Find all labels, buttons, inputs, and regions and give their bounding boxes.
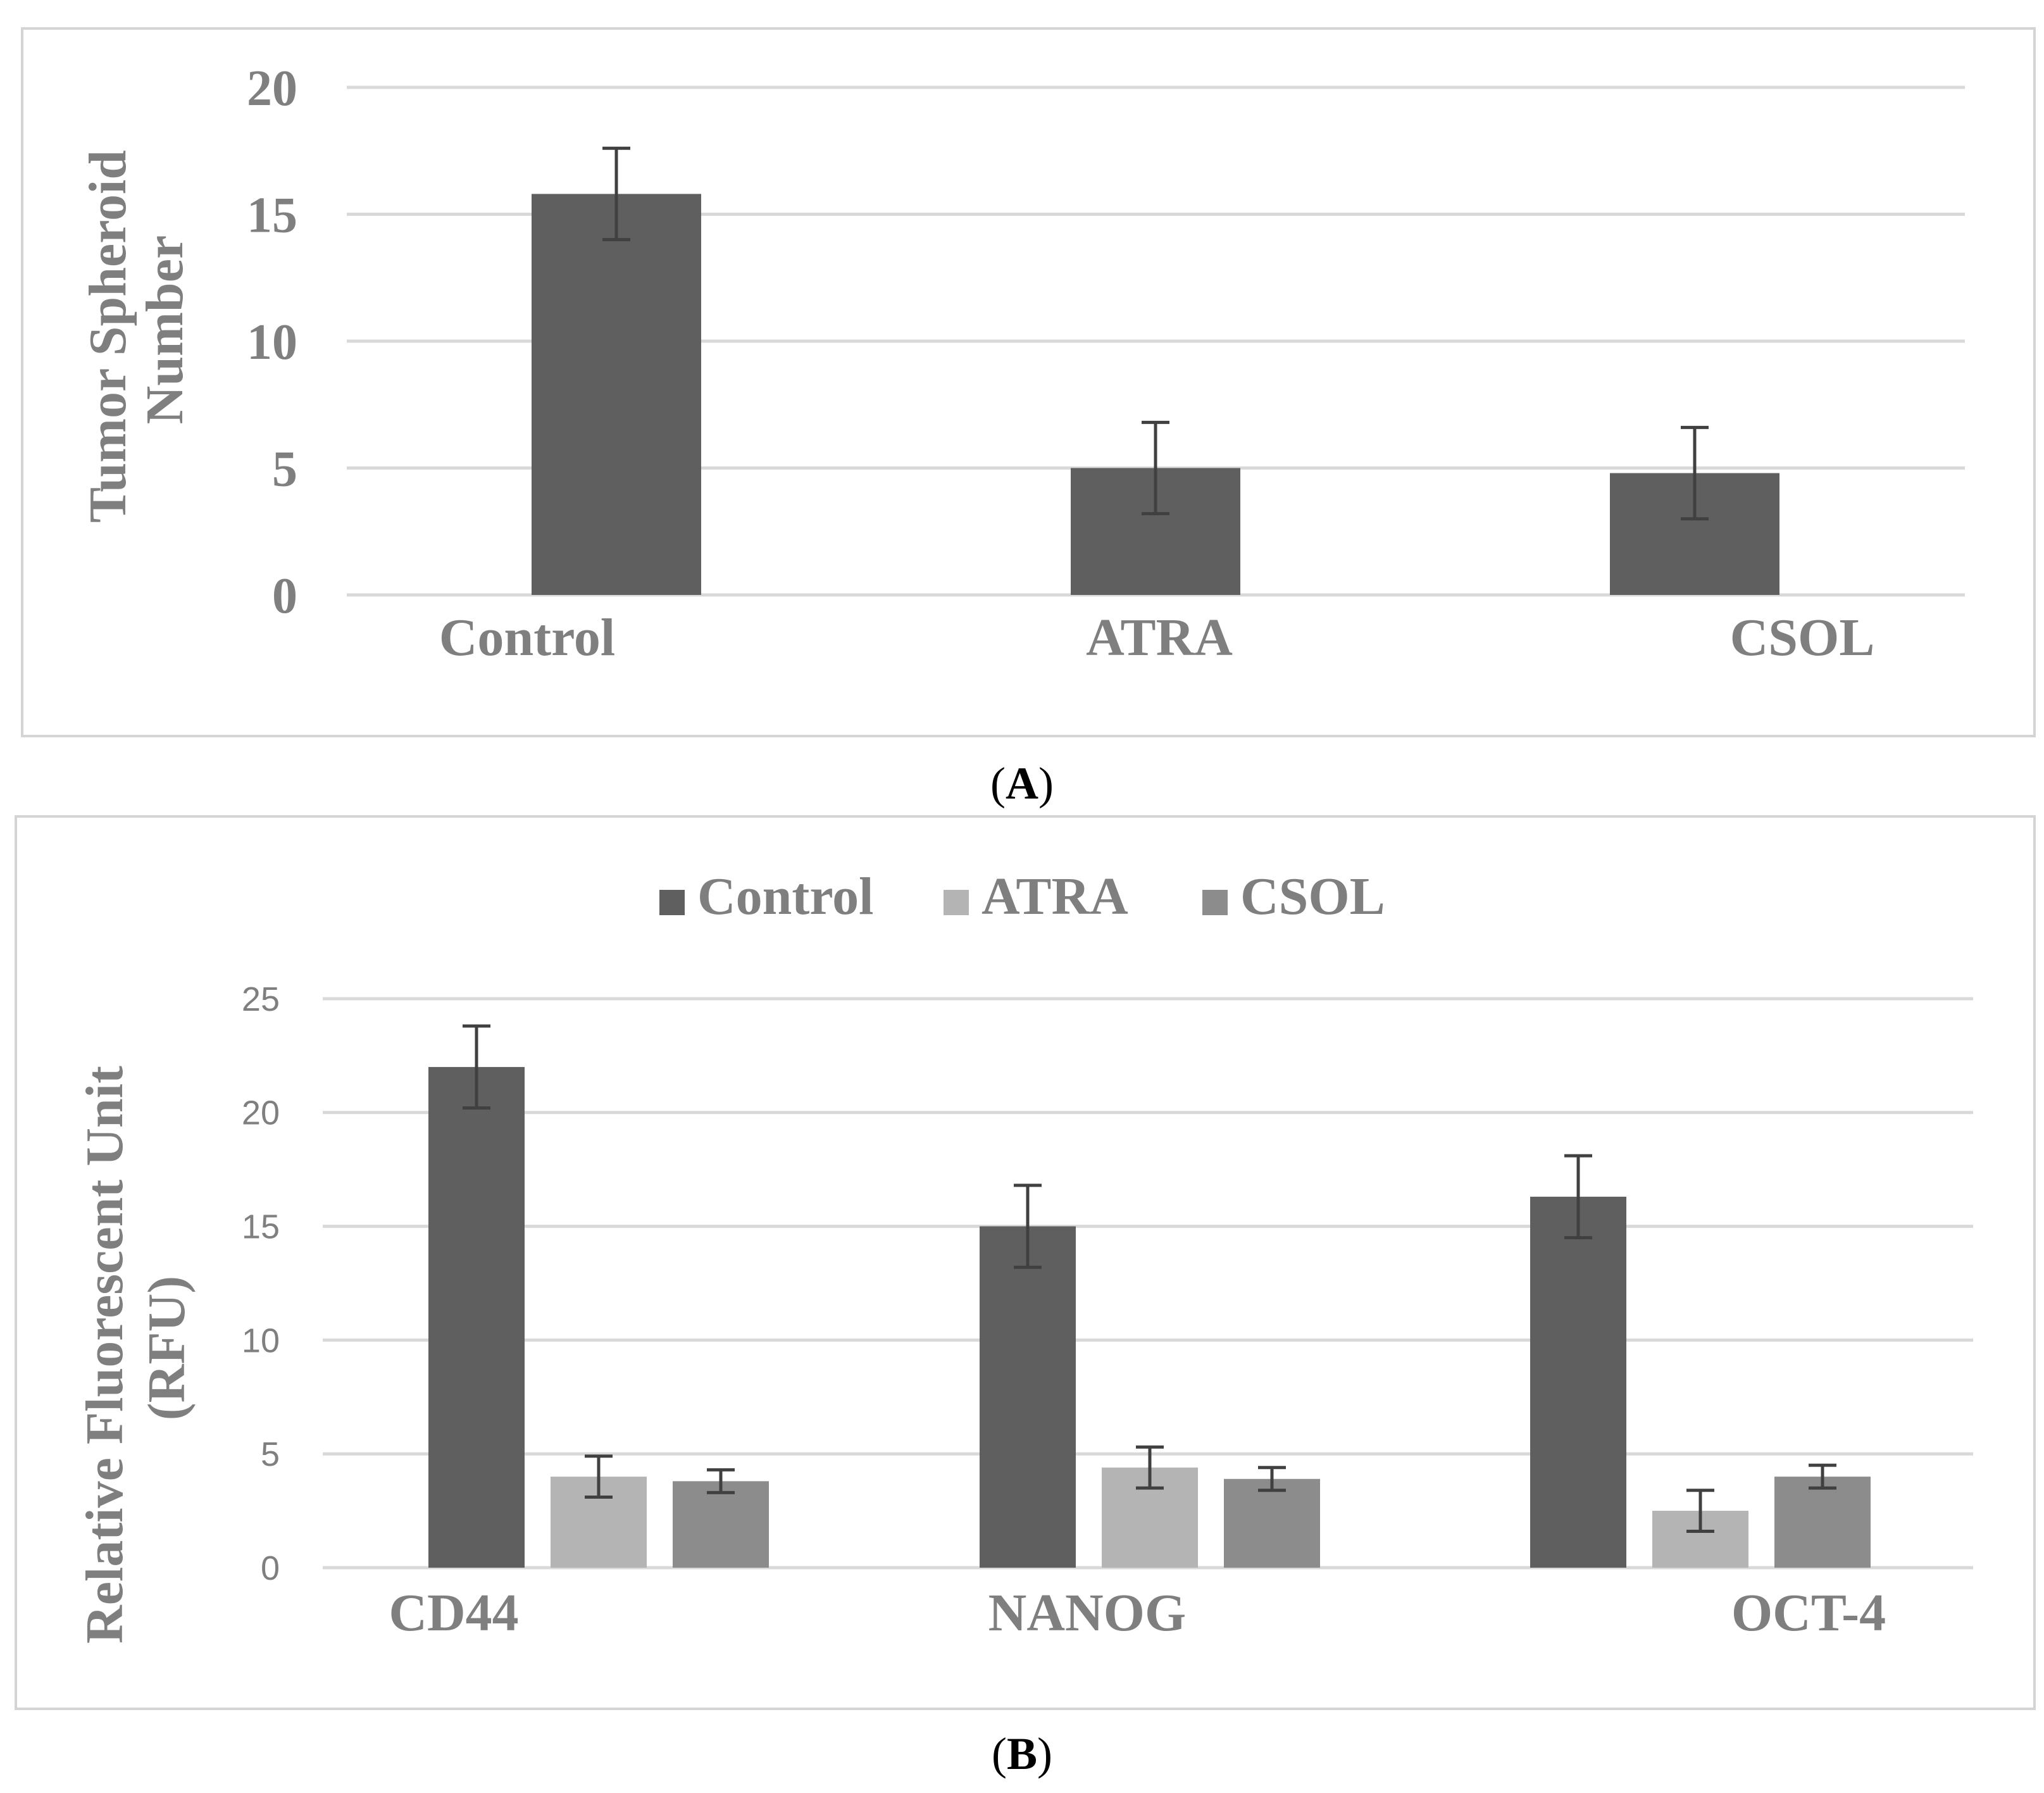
- x-tick-label: ATRA: [1086, 608, 1233, 667]
- panel-a-error-bars: [602, 146, 1709, 521]
- y-tick-label: 5: [272, 442, 297, 497]
- panel-a-y-axis-label-line2: Number: [135, 235, 194, 425]
- legend-item-csol: CSOL: [1202, 867, 1385, 926]
- legend-item-atra: ATRA: [944, 867, 1128, 926]
- y-tick-label: 0: [261, 1549, 280, 1587]
- bar-nanog-control: [980, 1226, 1076, 1568]
- panel-b-y-tick-labels: 0 5 10 15 20 25: [242, 980, 280, 1587]
- panel-b-y-axis-label: Relative Fluorescent Unit (RFU): [75, 1053, 196, 1644]
- panel-b-caption-letter: B: [1007, 1728, 1037, 1779]
- panel-a-caption: (A): [990, 758, 1054, 809]
- bar-oct-4-csol: [1774, 1477, 1871, 1568]
- bar-cd44-control: [428, 1066, 525, 1568]
- panel-a-caption-letter: A: [1006, 758, 1038, 809]
- bar-nanog-csol: [1224, 1478, 1320, 1568]
- y-tick-label: 0: [272, 568, 297, 624]
- legend-label: CSOL: [1240, 867, 1385, 926]
- panel-b-legend: Control ATRA CSOL: [659, 867, 1385, 926]
- x-tick-label: CD44: [389, 1584, 518, 1642]
- panel-b-error-bars: [463, 1024, 1836, 1533]
- bar-oct-4-control: [1530, 1196, 1626, 1568]
- y-tick-label: 20: [242, 1094, 280, 1132]
- y-tick-label: 5: [261, 1435, 280, 1473]
- panel-b-y-axis-label-line2: (RFU): [137, 1276, 196, 1421]
- panel-a-bars: [532, 194, 1779, 595]
- panel-b-bars: [428, 1066, 1871, 1568]
- y-tick-label: 25: [242, 980, 280, 1018]
- panel-b-x-tick-labels: CD44 NANOG OCT-4: [389, 1584, 1886, 1642]
- legend-swatch: [659, 890, 685, 915]
- bar-control-tumor-spheroid-number: [532, 194, 701, 595]
- y-tick-label: 15: [247, 188, 297, 244]
- panel-b-gridlines: [323, 997, 1973, 1570]
- panel-a-y-axis-label-line1: Tumor Spheroid: [78, 150, 137, 523]
- panel-a-frame: [21, 27, 2036, 737]
- panel-a-y-tick-labels: 0 5 10 15 20: [247, 61, 297, 624]
- y-tick-label: 15: [242, 1208, 280, 1246]
- x-tick-label: NANOG: [988, 1584, 1187, 1642]
- y-tick-label: 10: [247, 315, 297, 370]
- legend-label: ATRA: [981, 867, 1128, 926]
- panel-a-y-axis-label: Tumor Spheroid Number: [78, 137, 194, 523]
- x-tick-label: CSOL: [1730, 608, 1875, 667]
- bar-cd44-csol: [673, 1481, 769, 1568]
- legend-item-control: Control: [659, 867, 873, 926]
- panel-b-y-axis-label-line1: Relative Fluorescent Unit: [75, 1066, 134, 1644]
- y-tick-label: 10: [242, 1321, 280, 1359]
- panel-b-chart: Control ATRA CSOL 0 5 10 15 20 25 CD44 NANOG OCT-…: [15, 815, 2036, 1710]
- y-tick-label: 20: [247, 61, 297, 116]
- legend-label: Control: [697, 867, 873, 926]
- panel-b-caption: (B): [992, 1728, 1052, 1779]
- panel-a-chart: 0 5 10 15 20 Control ATRA CSOL Tumor Spheroid …: [21, 27, 2036, 737]
- legend-swatch: [944, 890, 969, 915]
- x-tick-label: Control: [439, 608, 615, 667]
- panel-a-x-tick-labels: Control ATRA CSOL: [439, 608, 1875, 667]
- x-tick-label: OCT-4: [1731, 1584, 1886, 1642]
- legend-swatch: [1202, 890, 1228, 915]
